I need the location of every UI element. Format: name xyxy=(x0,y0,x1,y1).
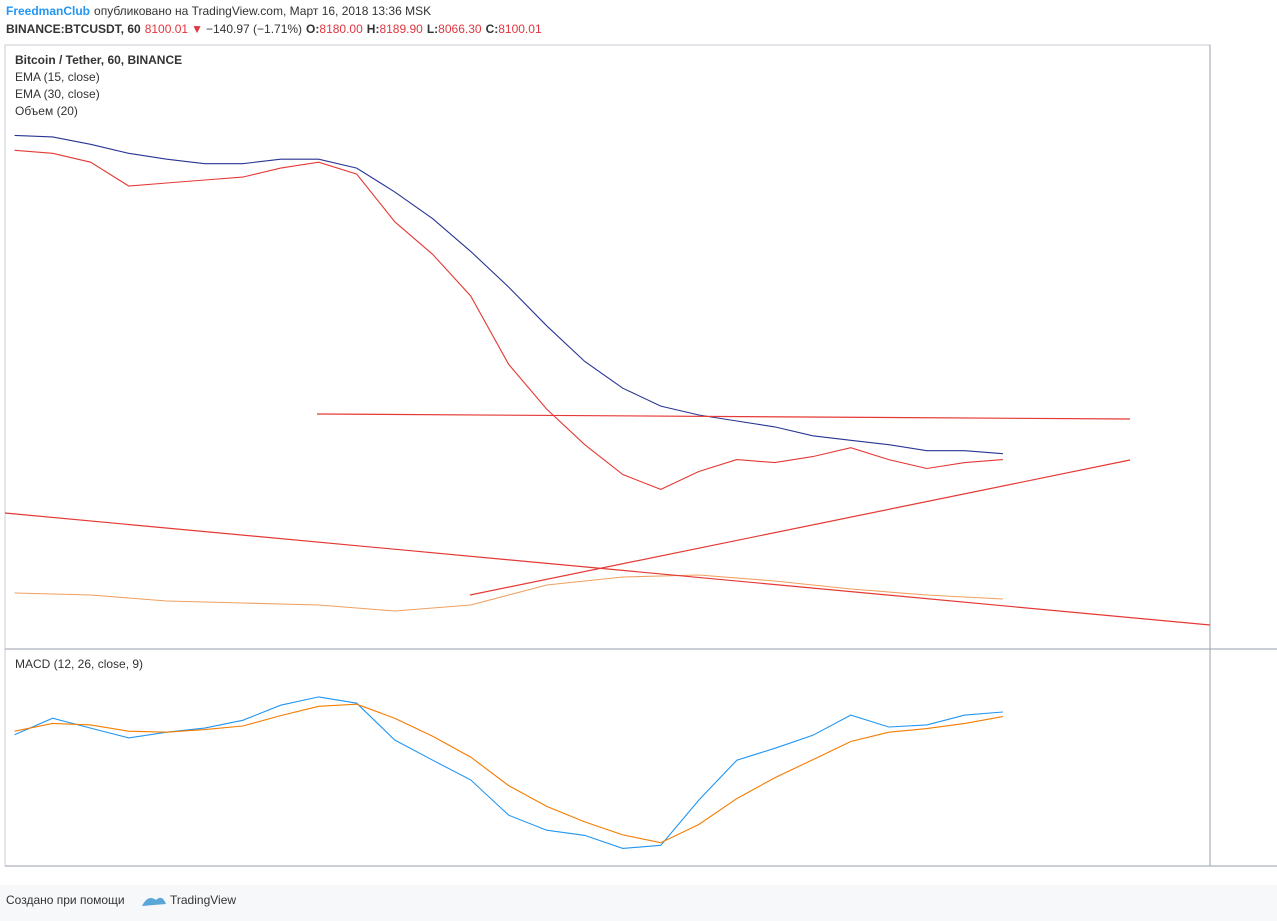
footer-bar xyxy=(0,885,1277,921)
ohlc-key: H: xyxy=(367,22,380,36)
ohlc-key: O: xyxy=(306,22,319,36)
ema-line xyxy=(14,149,1003,490)
legend-title: Bitcoin / Tether, 60, BINANCE xyxy=(15,53,182,67)
legend-macd: MACD (12, 26, close, 9) xyxy=(15,657,143,671)
macd-line xyxy=(14,703,1003,844)
ohlc-key: C: xyxy=(486,22,499,36)
published: опубликовано на TradingView.com, Март 16… xyxy=(94,4,431,18)
trend-line[interactable] xyxy=(469,459,1131,596)
footer-brand[interactable]: TradingView xyxy=(170,893,236,907)
symbol: BINANCE:BTCUSDT, 60 xyxy=(6,22,141,36)
price: 8100.01 xyxy=(145,22,189,36)
ohlc-value: 8189.90 xyxy=(379,22,423,36)
header-line-1: FreedmanClub опубликовано на TradingView.… xyxy=(6,4,431,18)
change: −140.97 (−1.71%) xyxy=(206,22,302,36)
trend-line[interactable] xyxy=(316,413,1131,420)
arrow: ▼ xyxy=(191,22,203,36)
ohlc-value: 8180.00 xyxy=(319,22,363,36)
trend-line[interactable] xyxy=(4,512,1211,626)
ohlc-value: 8066.30 xyxy=(438,22,482,36)
footer-text: Создано при помощи xyxy=(6,893,125,907)
tradingview-logo xyxy=(142,897,166,906)
ema-line xyxy=(14,134,1003,455)
author[interactable]: FreedmanClub xyxy=(6,4,90,18)
legend-ema15: EMA (15, close) xyxy=(15,70,100,84)
legend-ema30: EMA (30, close) xyxy=(15,87,100,101)
header-line-2: BINANCE:BTCUSDT, 60 8100.01 ▼ −140.97 (−1.7… xyxy=(6,22,542,36)
ohlc-key: L: xyxy=(427,22,438,36)
ohlc-value: 8100.01 xyxy=(498,22,542,36)
volume-ma xyxy=(14,574,1003,612)
legend-volume: Объем (20) xyxy=(15,104,78,118)
